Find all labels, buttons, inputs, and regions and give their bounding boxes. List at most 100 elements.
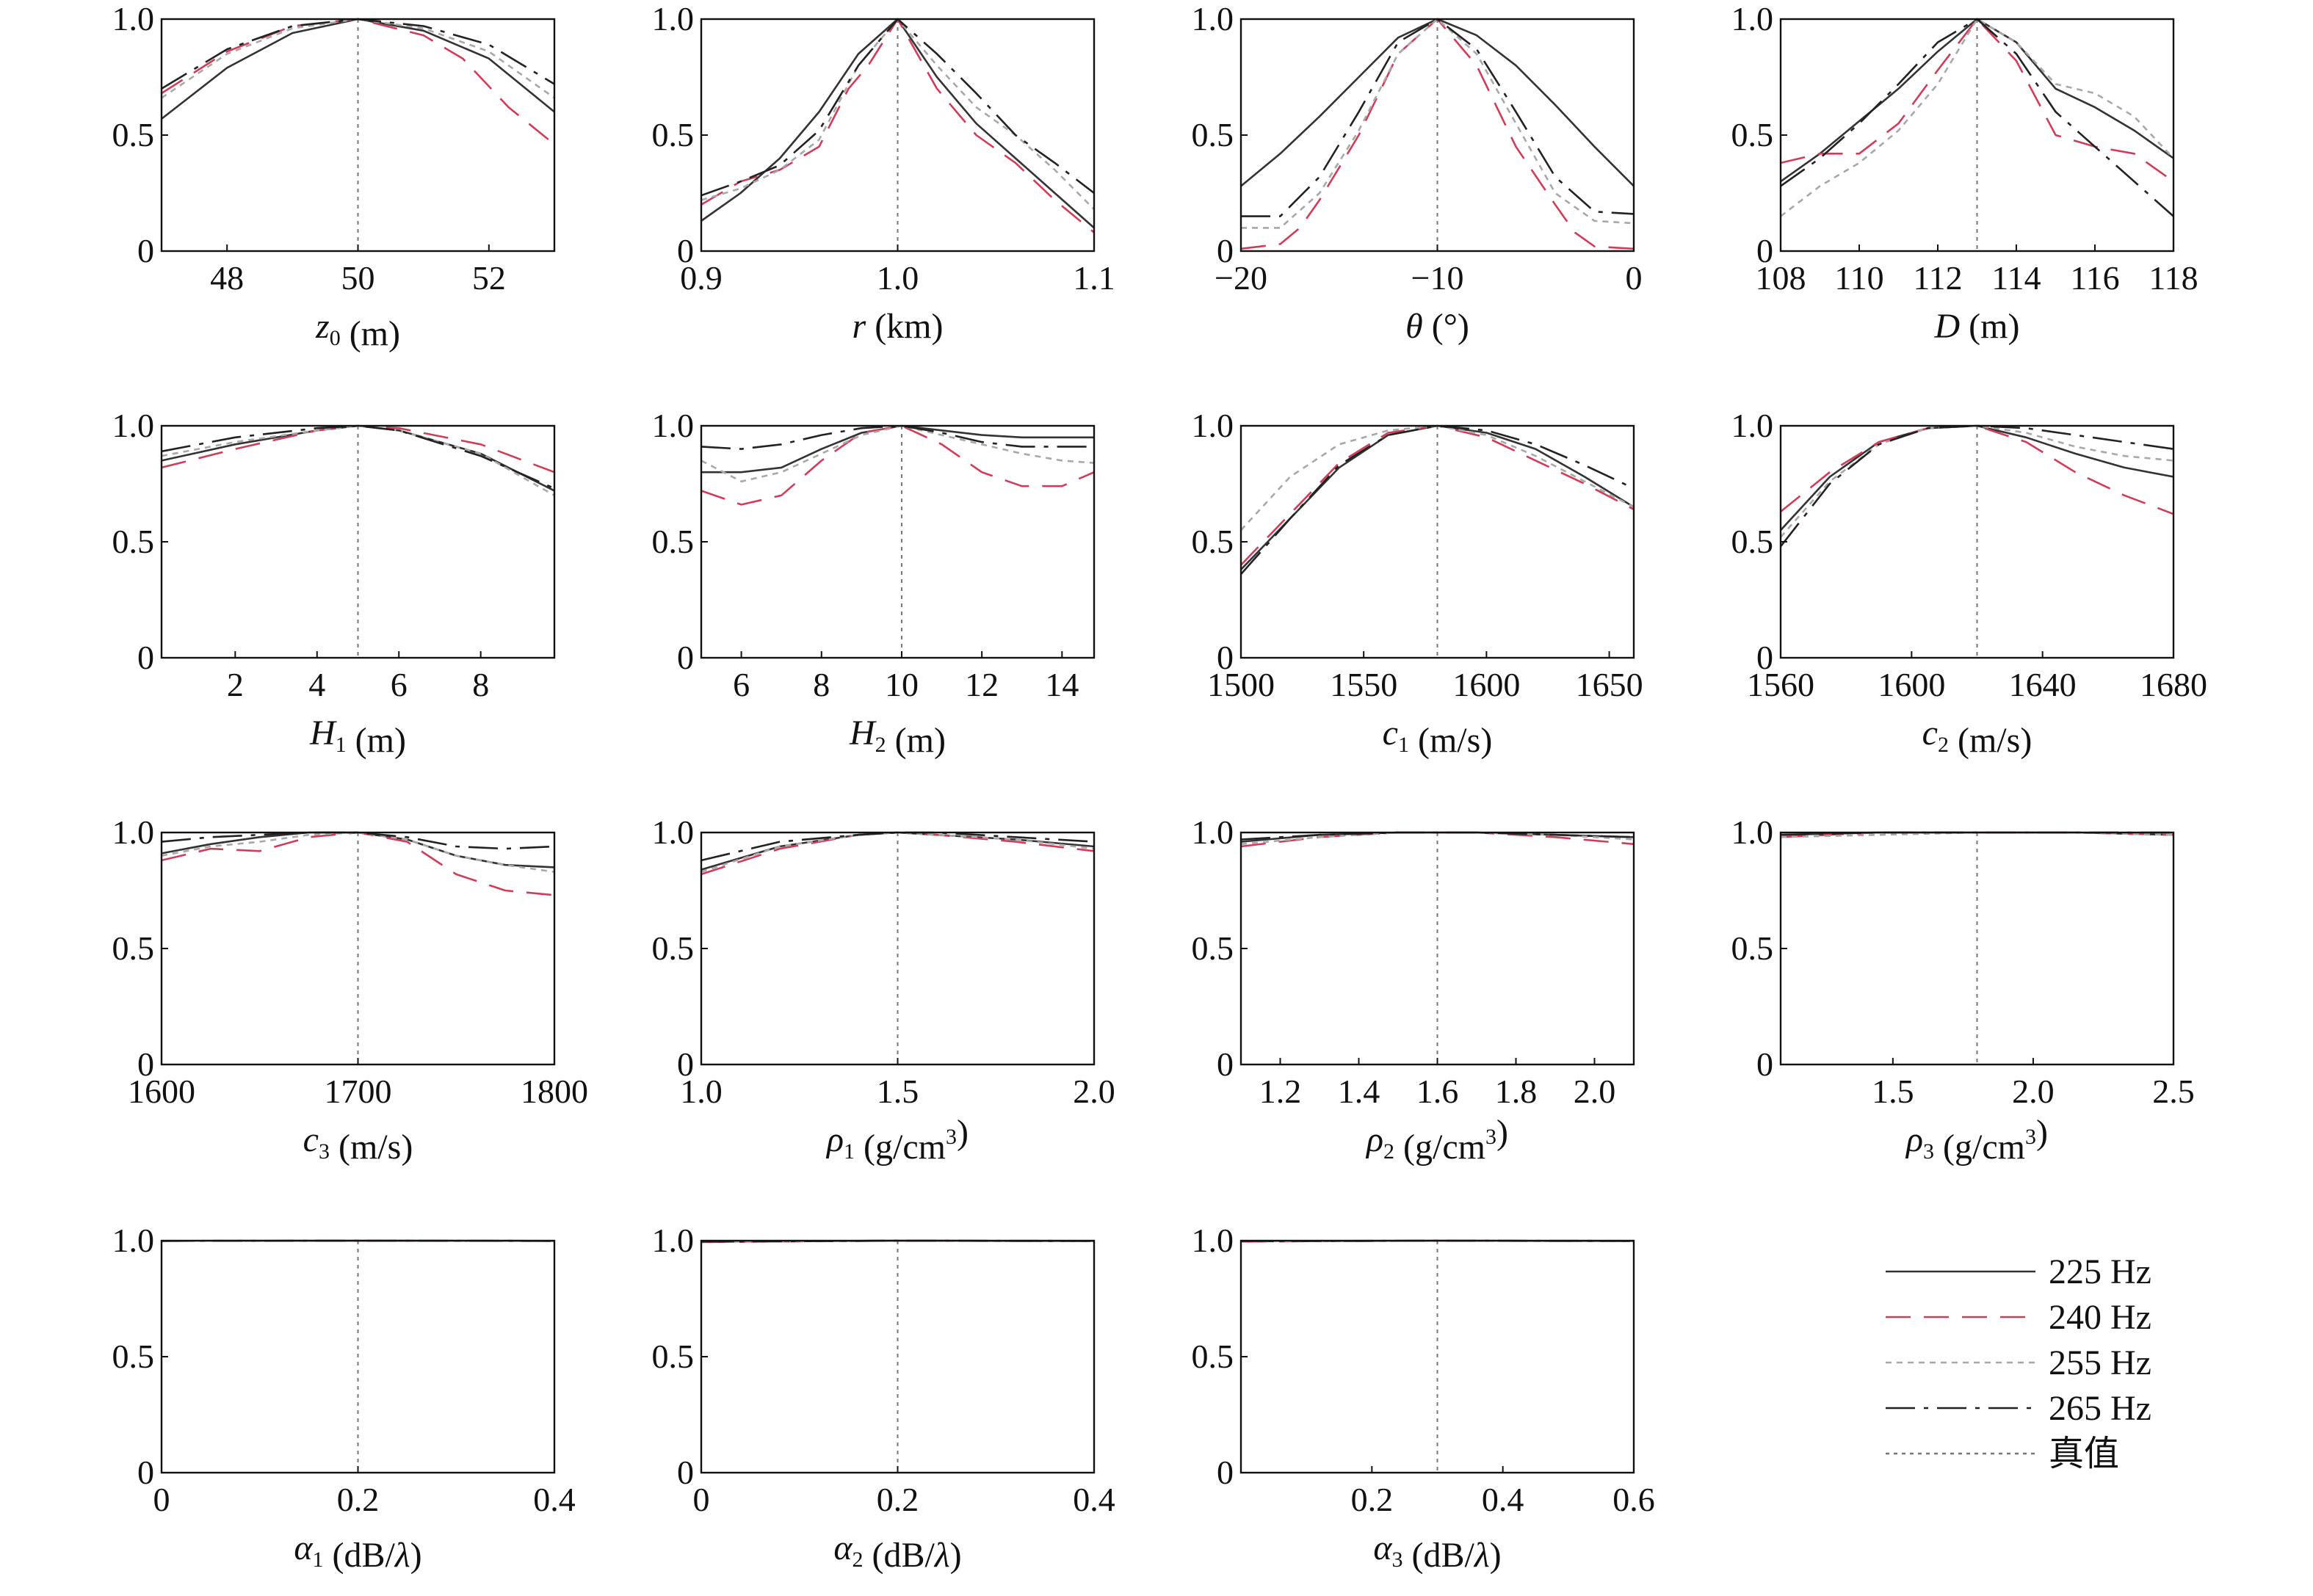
- x-axis-label: α2 (dB/λ): [833, 1528, 961, 1575]
- y-tick-label: 0.5: [1731, 116, 1774, 153]
- x-tick-label: 1.1: [1073, 259, 1115, 297]
- y-tick-label: 0: [1756, 639, 1773, 676]
- x-tick-label: 12: [965, 666, 999, 703]
- x-tick-label: 1600: [128, 1073, 195, 1110]
- x-tick-label: 1680: [2140, 666, 2207, 703]
- x-tick-label: 0.4: [1482, 1481, 1524, 1518]
- y-tick-label: 1.0: [1731, 0, 1774, 37]
- y-tick-label: 1.0: [112, 407, 155, 444]
- y-tick-label: 0.5: [652, 523, 695, 560]
- panel-7: 0 0.5 1.0 1500 1550 1600 1650 c1 (m/s): [1192, 407, 1643, 760]
- x-tick-label: 1.6: [1416, 1073, 1459, 1110]
- panel-5: 0 0.5 1.0 2 4 6 8 H1 (m): [112, 407, 556, 760]
- x-tick-label: −10: [1411, 259, 1464, 297]
- y-tick-label: 0.5: [112, 116, 155, 153]
- panel-3: 0 0.5 1.0 −20 −10 0 θ (°): [1192, 0, 1643, 346]
- y-tick-label: 1.0: [1731, 813, 1774, 851]
- x-axis-label: ρ3 (g/cm3): [1905, 1113, 2048, 1167]
- x-tick-label: 0.4: [1073, 1481, 1115, 1518]
- panel-4: 0 0.5 1.0 108 110 112 114 116 118 D (m): [1731, 0, 2198, 346]
- y-tick-label: 1.0: [1192, 813, 1234, 851]
- panel-15: 0 0.5 1.0 0.2 0.4 0.6 α3 (dB/λ): [1192, 1222, 1655, 1575]
- y-tick-label: 1.0: [652, 1222, 695, 1259]
- x-axis-label: H1 (m): [309, 714, 406, 760]
- y-tick-label: 0: [1217, 232, 1234, 269]
- x-tick-label: 4: [308, 666, 325, 703]
- x-tick-label: 0: [153, 1481, 170, 1518]
- x-tick-label: 48: [210, 259, 244, 297]
- y-tick-label: 0: [137, 1454, 154, 1491]
- y-tick-label: 0: [1217, 1454, 1234, 1491]
- y-tick-label: 0: [677, 1045, 694, 1083]
- x-tick-label: 1700: [325, 1073, 392, 1110]
- x-tick-label: 1.5: [877, 1073, 919, 1110]
- series-240hz: [701, 18, 1094, 233]
- y-tick-label: 0: [137, 639, 154, 676]
- x-tick-label: 1600: [1452, 666, 1520, 703]
- x-tick-label: 6: [733, 666, 750, 703]
- series-265hz: [1781, 424, 2173, 548]
- y-tick-label: 0: [1217, 639, 1234, 676]
- y-tick-label: 1.0: [1731, 407, 1774, 444]
- y-tick-label: 0: [1756, 232, 1773, 269]
- y-tick-label: 0.5: [652, 116, 695, 153]
- panel-2: 0 0.5 1.0 0.9 1.0 1.1 r (km): [652, 0, 1115, 346]
- y-tick-label: 0.5: [1731, 523, 1774, 560]
- y-tick-label: 0: [1217, 1045, 1234, 1083]
- y-tick-label: 1.0: [1192, 407, 1234, 444]
- x-tick-label: 52: [472, 259, 506, 297]
- series-265hz: [701, 424, 1094, 450]
- y-tick-label: 0: [677, 1454, 694, 1491]
- x-tick-label: 1650: [1576, 666, 1643, 703]
- x-tick-label: 0.4: [533, 1481, 576, 1518]
- x-tick-label: 0.2: [337, 1481, 380, 1518]
- y-tick-label: 0: [137, 232, 154, 269]
- y-tick-label: 0.5: [1731, 929, 1774, 967]
- x-tick-label: 1640: [2009, 666, 2077, 703]
- x-tick-label: 2: [227, 666, 244, 703]
- x-tick-label: 1560: [1747, 666, 1814, 703]
- x-tick-label: 1550: [1330, 666, 1397, 703]
- x-tick-label: 2.5: [2152, 1073, 2195, 1110]
- x-axis-label: θ (°): [1405, 307, 1469, 346]
- x-tick-label: 0: [1626, 259, 1643, 297]
- x-tick-label: 8: [472, 666, 489, 703]
- series-255hz: [1241, 424, 1634, 532]
- y-tick-label: 0: [1756, 1045, 1773, 1083]
- y-tick-label: 0: [677, 639, 694, 676]
- series-240hz: [162, 424, 554, 474]
- x-axis-label: α1 (dB/λ): [294, 1528, 421, 1575]
- x-axis-label: ρ1 (g/cm3): [825, 1113, 969, 1167]
- legend-label-265hz: 265 Hz: [2049, 1389, 2151, 1428]
- x-tick-label: 10: [885, 666, 919, 703]
- x-tick-label: 0.2: [877, 1481, 919, 1518]
- panel-12: 0 0.5 1.0 1.5 2.0 2.5 ρ3 (g/cm3): [1731, 813, 2195, 1167]
- legend-label-225hz: 225 Hz: [2049, 1252, 2151, 1291]
- y-tick-label: 0.5: [652, 929, 695, 967]
- x-tick-label: 14: [1045, 666, 1079, 703]
- panel-1: 0 0.5 1.0 48 50 52 z0 (m): [112, 0, 556, 353]
- x-tick-label: 1.8: [1495, 1073, 1538, 1110]
- x-axis-label: r (km): [853, 307, 944, 346]
- y-tick-label: 1.0: [652, 407, 695, 444]
- y-tick-label: 0.5: [1192, 1338, 1234, 1375]
- legend-label-255hz: 255 Hz: [2049, 1343, 2151, 1382]
- x-axis-label: D (m): [1934, 307, 2020, 346]
- series-240hz: [1781, 424, 2173, 515]
- y-tick-label: 0.5: [1192, 116, 1234, 153]
- panel-11: 0 0.5 1.0 1.2 1.4 1.6 1.8 2.0 ρ2 (g/cm3): [1192, 813, 1635, 1167]
- x-axis-label: c2 (m/s): [1922, 714, 2033, 760]
- x-tick-label: 1.5: [1872, 1073, 1914, 1110]
- panel-13: 0 0.5 1.0 0 0.2 0.4 α1 (dB/λ): [112, 1222, 576, 1575]
- x-tick-label: 2.0: [2012, 1073, 2055, 1110]
- y-tick-label: 1.0: [112, 1222, 155, 1259]
- x-axis-label: H2 (m): [849, 714, 946, 760]
- series-225hz: [701, 424, 1094, 474]
- x-axis-label: α3 (dB/λ): [1373, 1528, 1501, 1575]
- x-tick-label: 114: [1991, 259, 2041, 297]
- x-tick-label: 112: [1913, 259, 1962, 297]
- y-tick-label: 1.0: [112, 0, 155, 37]
- y-tick-label: 0.5: [1192, 929, 1234, 967]
- y-tick-label: 0.5: [112, 929, 155, 967]
